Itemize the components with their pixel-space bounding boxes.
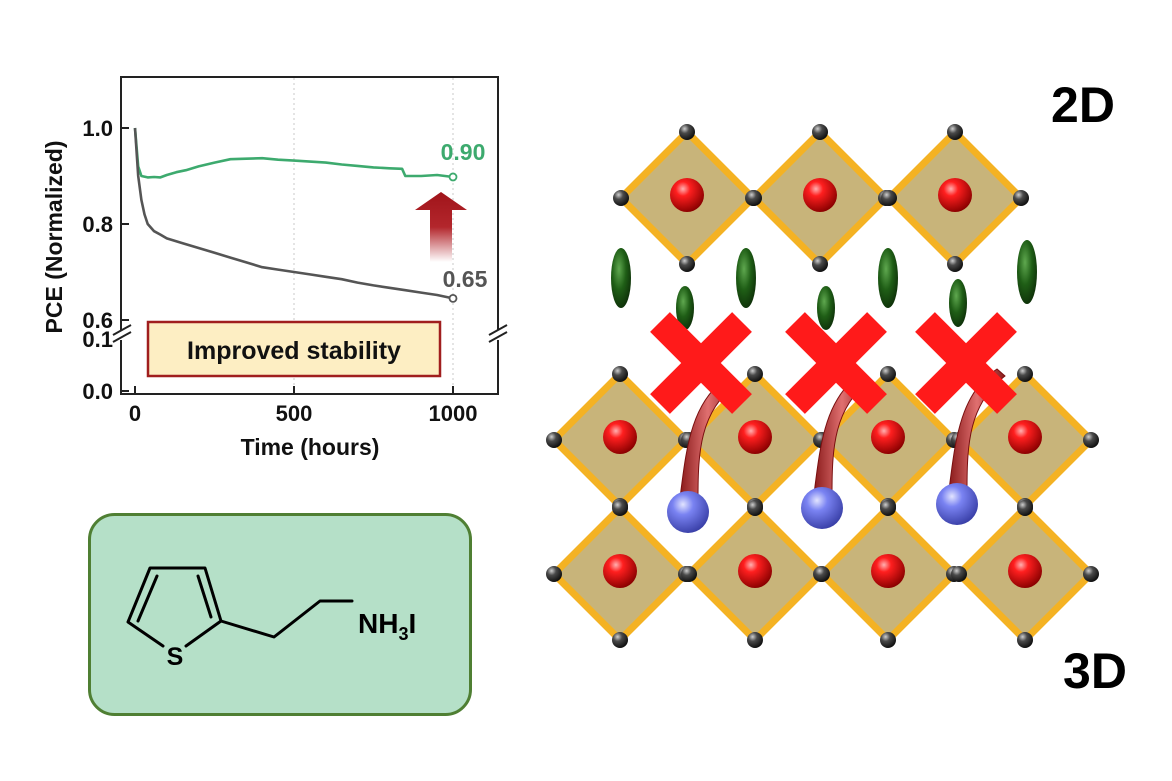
molecule-skeleton [126, 566, 354, 648]
spacer-molecule [1017, 240, 1037, 304]
x-site-atom [880, 366, 896, 382]
octahedron [951, 500, 1099, 648]
y-axis-title: PCE (Normalized) [41, 141, 67, 334]
x-axis-title: Time (hours) [241, 434, 380, 460]
improvement-arrow [415, 192, 467, 262]
perovskite-structure-diagram: 2D 3D [546, 77, 1127, 699]
x-site-atom [812, 256, 828, 272]
x-site-atom [1013, 190, 1029, 206]
b-site-atom [871, 420, 905, 454]
improved-stability-callout: Improved stability [146, 320, 442, 378]
x-site-atom [1083, 566, 1099, 582]
green-end-label: 0.90 [441, 139, 486, 165]
axis-ticks: 0 500 1000 0.6 0.8 1.0 0.0 0.1 [82, 116, 477, 426]
x-site-atom [612, 500, 628, 516]
x-site-atom [880, 632, 896, 648]
blocked-cross-mark [785, 312, 887, 414]
x-tick-label: 0 [129, 401, 141, 426]
a-site-cation [936, 483, 978, 525]
x-site-atom [747, 500, 763, 516]
x-tick-label: 500 [276, 401, 313, 426]
b-site-atom [738, 554, 772, 588]
molecule-box [88, 513, 472, 716]
axis-break-marks [110, 324, 509, 343]
x-site-atom [546, 432, 562, 448]
blocked-cross-mark [650, 312, 752, 414]
gray-end-label: 0.65 [443, 266, 488, 292]
octahedron [613, 124, 761, 272]
b-site-atom [1008, 420, 1042, 454]
x-site-atom [746, 190, 762, 206]
series-end-marker [448, 293, 458, 303]
x-site-atom [612, 632, 628, 648]
ammonium-prefix: NH [358, 608, 398, 639]
thiophene-ethylammonium-iodide: S NH3I [88, 513, 472, 716]
x-site-atom [546, 566, 562, 582]
b-site-atom [938, 178, 972, 212]
label-3d: 3D [1063, 643, 1127, 699]
x-site-atom [1017, 500, 1033, 516]
plot-frame [120, 76, 499, 395]
x-site-atom [1083, 432, 1099, 448]
x-site-atom [681, 566, 697, 582]
b-site-atom [670, 178, 704, 212]
x-site-atom [881, 190, 897, 206]
y-tick-label: 1.0 [82, 116, 113, 141]
x-site-atom [951, 566, 967, 582]
b-site-atom [603, 554, 637, 588]
x-site-atom [747, 632, 763, 648]
spacer-molecule [611, 248, 631, 308]
b-site-atom [1008, 554, 1042, 588]
green-series-line [133, 127, 454, 179]
x-site-atom [814, 566, 830, 582]
octahedron [881, 124, 1029, 272]
spacer-molecule [736, 248, 756, 308]
b-site-atom [603, 420, 637, 454]
x-site-atom [679, 256, 695, 272]
improved-stability-label: Improved stability [187, 337, 401, 365]
b-site-atom [738, 420, 772, 454]
x-site-atom [812, 124, 828, 140]
x-site-atom [880, 500, 896, 516]
ammonium-iodide-label: NH3I [358, 608, 416, 644]
series-layer [133, 127, 458, 303]
gray-series-line [133, 127, 454, 300]
b-site-atom [871, 554, 905, 588]
x-site-atom [613, 190, 629, 206]
spacer-molecule [878, 248, 898, 308]
y-tick-label: 0.1 [82, 327, 113, 352]
a-site-cation [667, 491, 709, 533]
octahedron [814, 500, 962, 648]
ammonium-subscript: 3 [398, 624, 408, 644]
b-site-atom [803, 178, 837, 212]
spacer-molecule-layer [611, 240, 1037, 330]
x-site-atom [947, 124, 963, 140]
x-tick-label: 1000 [429, 401, 478, 426]
y-tick-label: 0.6 [82, 308, 113, 333]
x-site-atom [1017, 366, 1033, 382]
x-site-atom [1017, 632, 1033, 648]
pce-stability-chart: 0 500 1000 0.6 0.8 1.0 0.0 0.1 Improved stabili… [41, 76, 509, 460]
blocked-migration-crosses [650, 312, 1017, 414]
blocked-cross-mark [915, 312, 1017, 414]
x-site-atom [747, 366, 763, 382]
sulfur-label: S [167, 643, 184, 671]
label-2d: 2D [1051, 77, 1115, 133]
octahedron [746, 124, 894, 272]
octahedron [546, 500, 694, 648]
a-site-cation [801, 487, 843, 529]
ammonium-suffix: I [408, 608, 416, 639]
spacer-molecule [817, 286, 835, 330]
x-site-atom [612, 366, 628, 382]
spacer-molecule [949, 279, 967, 327]
series-end-marker [448, 172, 458, 182]
y-tick-label: 0.0 [82, 379, 113, 404]
x-site-atom [679, 124, 695, 140]
x-site-atom [947, 256, 963, 272]
spacer-molecule [676, 286, 694, 330]
y-tick-label: 0.8 [82, 212, 113, 237]
migration-pathway [948, 368, 1006, 491]
cation-bond-layer [667, 368, 1006, 533]
